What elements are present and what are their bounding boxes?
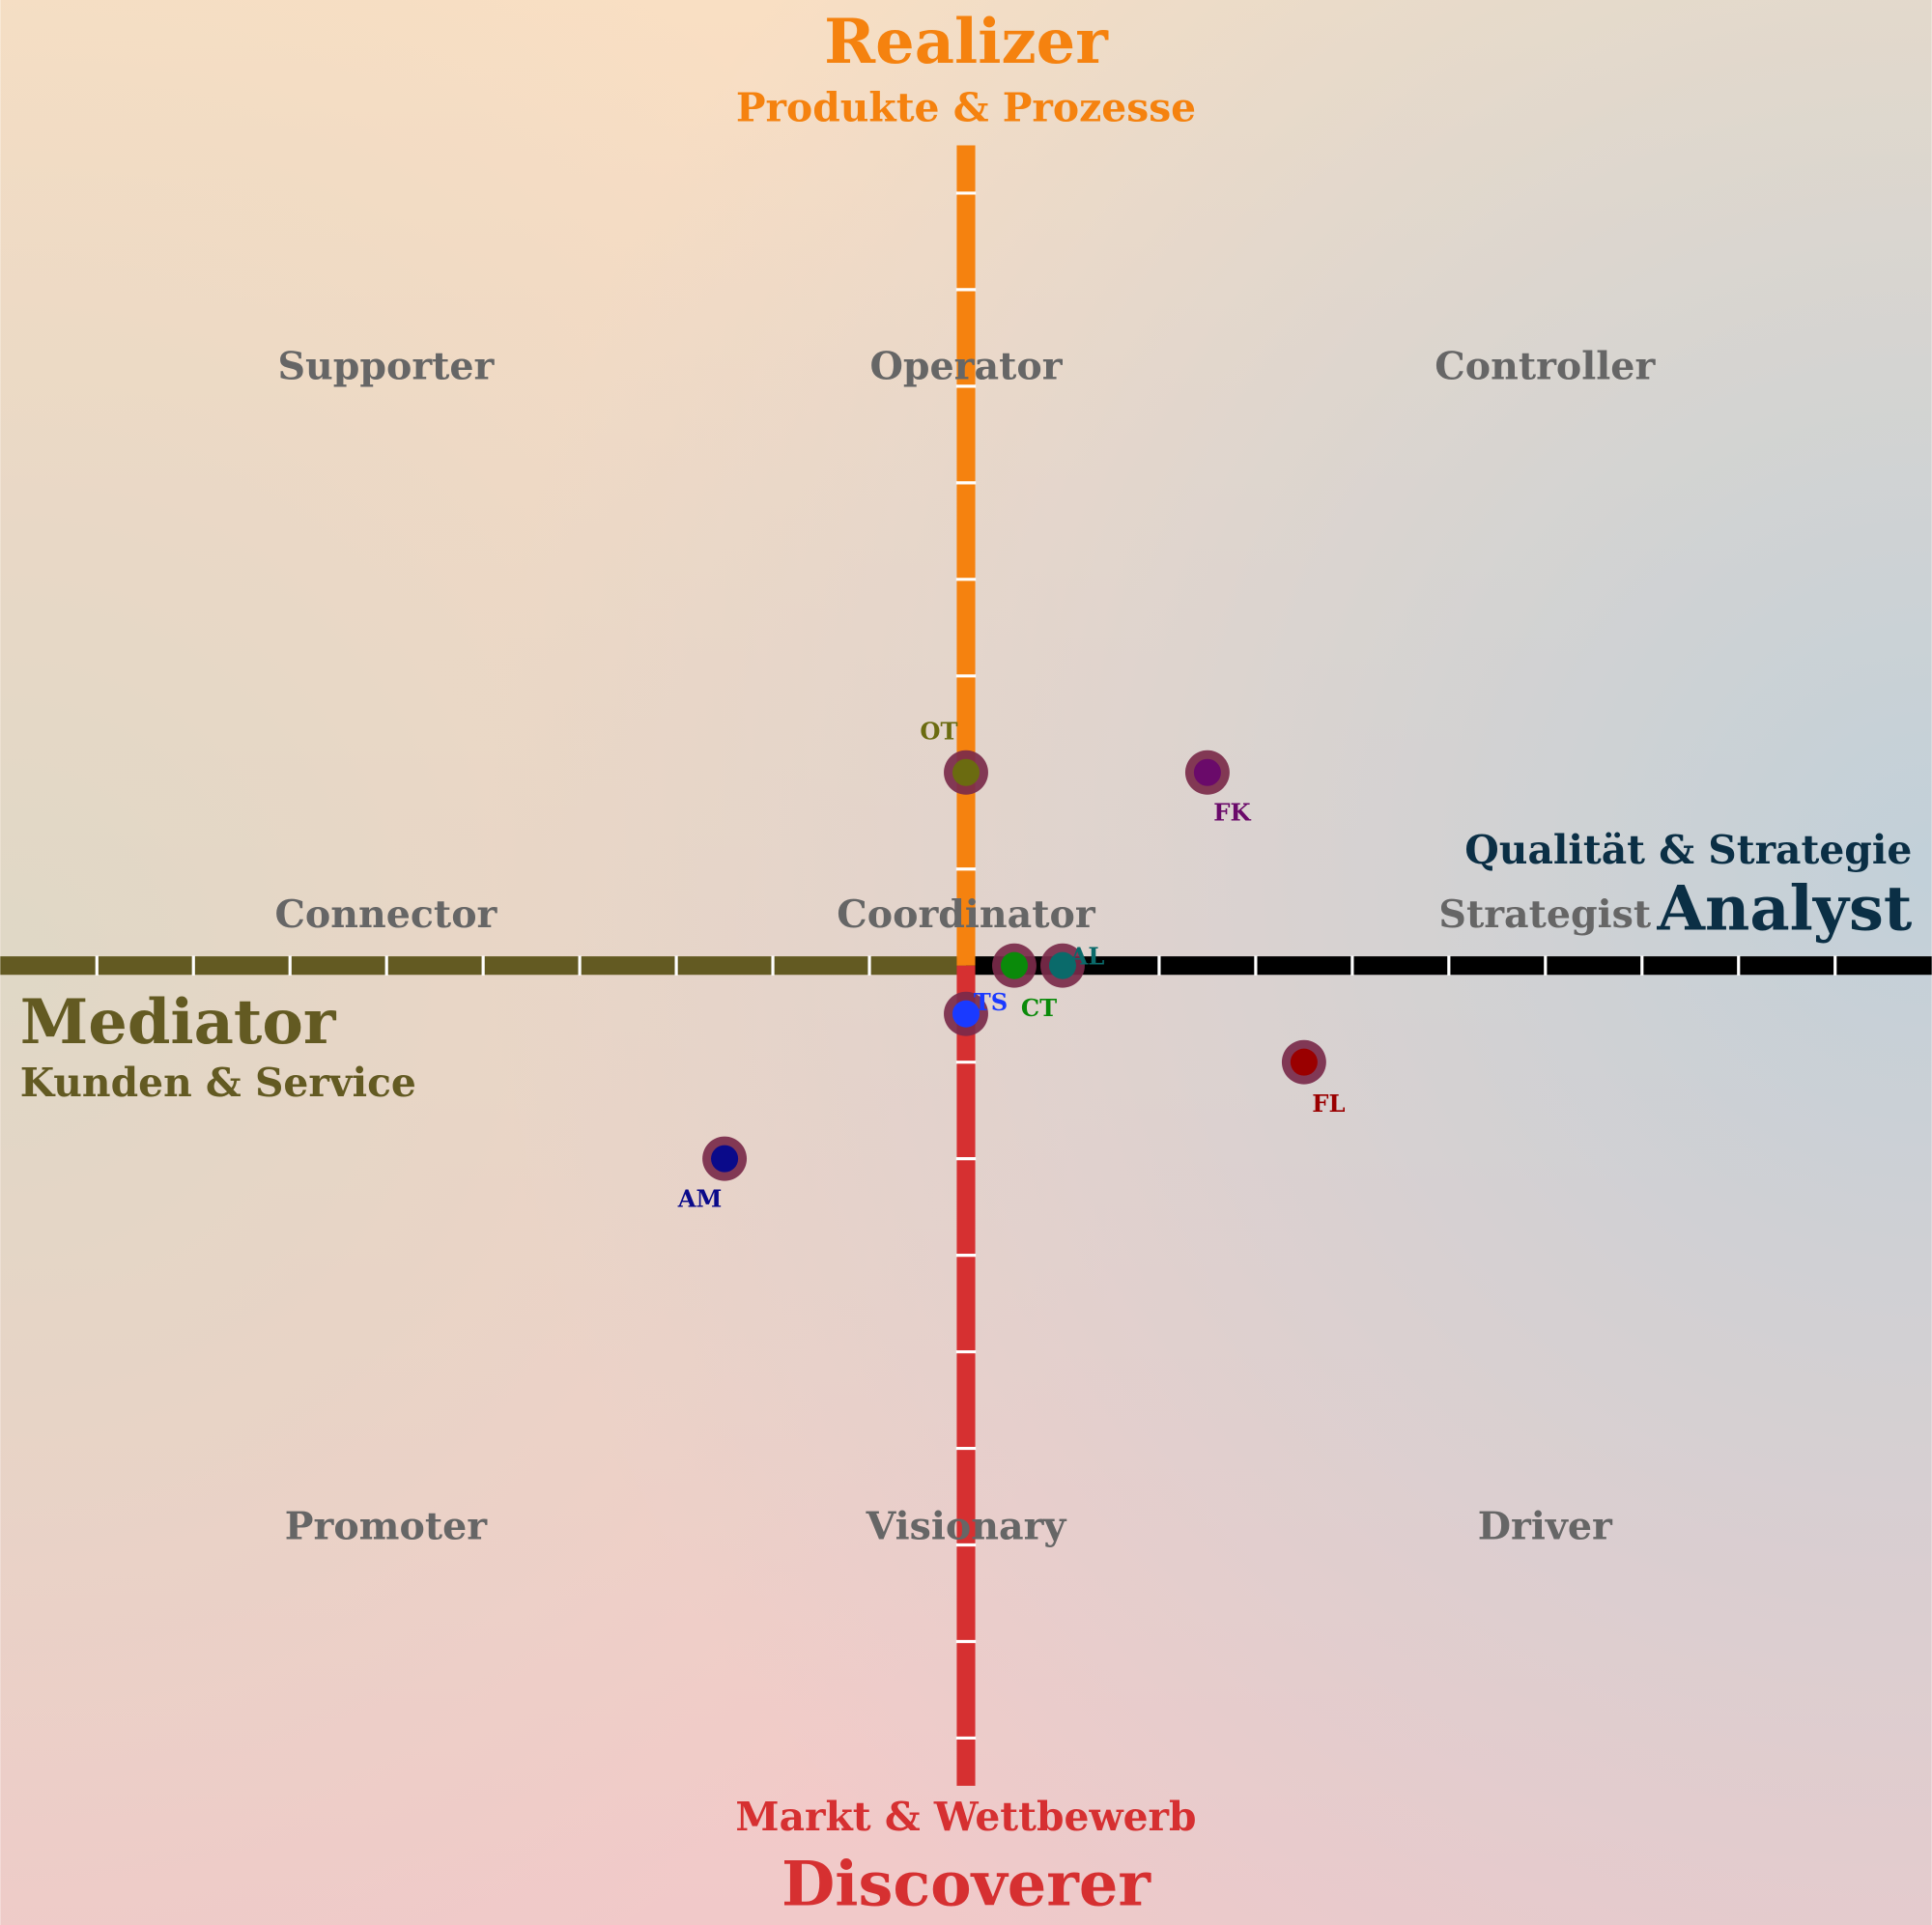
axis-subtitle: Kunden & Service <box>20 1060 416 1106</box>
point <box>952 758 980 786</box>
region-label: Controller <box>1435 345 1656 389</box>
region-label: Promoter <box>285 1505 488 1549</box>
region-label: Visionary <box>866 1505 1067 1549</box>
axis-title: Discoverer <box>781 1849 1151 1921</box>
axis-title: Realizer <box>824 6 1109 78</box>
point <box>1000 951 1029 979</box>
labels: Realizer Produkte & Prozesse MediatorKunde… <box>20 6 1913 1921</box>
axis-subtitle: Markt & Wettbewerb <box>735 1794 1196 1840</box>
region-label: Connector <box>274 892 497 937</box>
point-label: TS <box>974 988 1009 1016</box>
region-label: Strategist <box>1438 892 1651 937</box>
point-label: AL <box>1069 943 1105 971</box>
axis-title: Analyst <box>1657 873 1913 946</box>
point-label: AM <box>677 1184 723 1212</box>
point-label: OT <box>920 717 957 745</box>
point-label: CT <box>1021 994 1057 1022</box>
points <box>702 750 1326 1181</box>
point <box>1193 758 1221 786</box>
region-label: Operator <box>869 345 1063 389</box>
axis-title: Mediator <box>20 986 337 1059</box>
region-label: Driver <box>1478 1505 1613 1549</box>
region-label: Coordinator <box>837 892 1096 937</box>
axes <box>0 145 1932 1786</box>
point <box>1048 951 1076 979</box>
point <box>1290 1048 1318 1076</box>
point <box>711 1145 739 1173</box>
region-label: Supporter <box>277 345 495 389</box>
point <box>952 1000 980 1028</box>
point-label: FK <box>1213 799 1251 827</box>
point-label: FL <box>1312 1090 1345 1118</box>
axis-subtitle: Qualität & Strategie <box>1464 827 1912 873</box>
axis-subtitle: Produkte & Prozesse <box>736 84 1196 130</box>
